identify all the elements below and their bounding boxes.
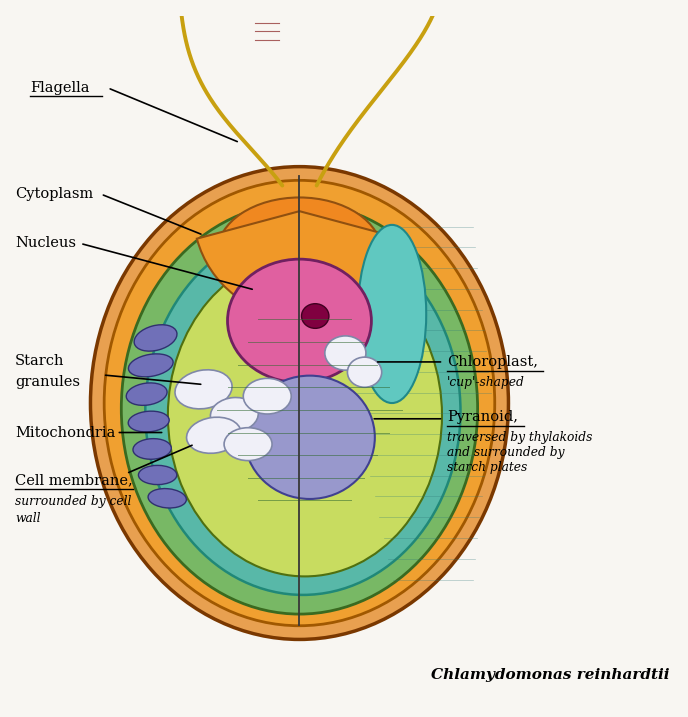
Text: starch plates: starch plates [447,461,527,474]
Ellipse shape [224,428,272,460]
Ellipse shape [126,383,167,405]
Ellipse shape [148,488,186,508]
Ellipse shape [138,465,177,485]
Ellipse shape [228,259,372,382]
Text: wall: wall [15,512,41,525]
Ellipse shape [128,411,169,432]
Ellipse shape [104,181,495,626]
Ellipse shape [175,370,232,409]
Ellipse shape [90,166,508,640]
Text: Starch: Starch [15,354,65,369]
Ellipse shape [244,379,291,414]
Text: Mitochondria: Mitochondria [15,425,116,440]
Text: Chloroplast,: Chloroplast, [447,355,538,369]
Ellipse shape [358,225,427,403]
Ellipse shape [121,203,477,614]
Ellipse shape [134,325,177,351]
Text: 'cup'-shaped: 'cup'-shaped [447,376,525,389]
Text: Pyranoid,: Pyranoid, [447,409,518,424]
Ellipse shape [186,417,241,453]
Text: Flagella: Flagella [30,81,89,95]
Text: granules: granules [15,375,80,389]
Ellipse shape [133,439,171,460]
Text: Nucleus: Nucleus [15,237,76,250]
Ellipse shape [145,227,460,595]
Text: Cytoplasm: Cytoplasm [15,187,94,201]
Ellipse shape [129,354,173,377]
Ellipse shape [347,357,382,387]
Ellipse shape [245,376,375,499]
Wedge shape [197,212,402,318]
Text: Cell membrane,: Cell membrane, [15,473,133,488]
Ellipse shape [325,336,366,370]
Text: and surrounded by: and surrounded by [447,446,564,459]
Ellipse shape [168,255,442,576]
Text: Chlamydomonas reinhardtii: Chlamydomonas reinhardtii [431,668,669,682]
Text: surrounded by cell: surrounded by cell [15,495,131,508]
Text: traversed by thylakoids: traversed by thylakoids [447,431,592,444]
Ellipse shape [217,197,382,307]
Ellipse shape [301,304,329,328]
Ellipse shape [211,397,258,432]
